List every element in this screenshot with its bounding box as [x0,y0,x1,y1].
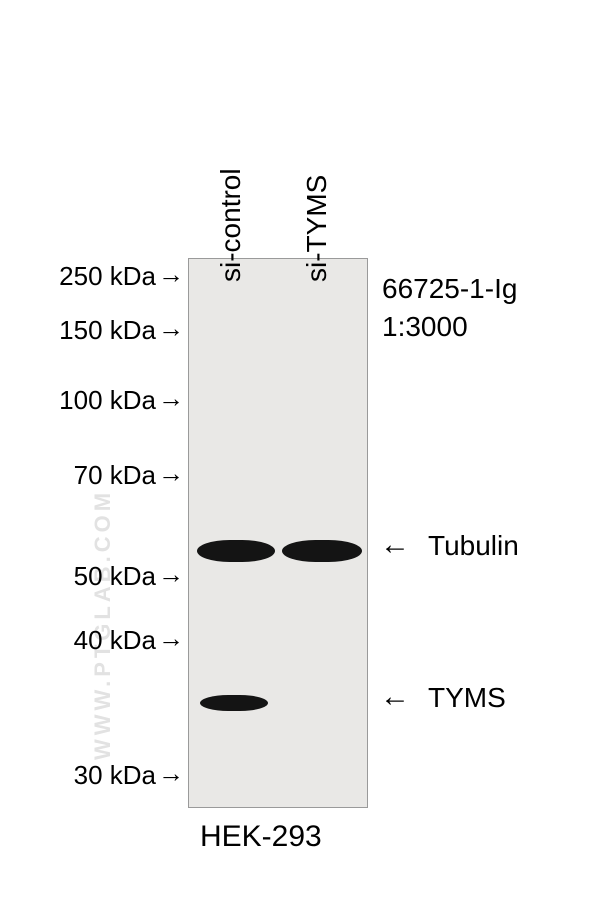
mw-marker-label: 70 kDa [74,460,156,491]
band-label: Tubulin [428,530,519,562]
cell-line-label: HEK-293 [200,820,322,854]
band-label: TYMS [428,682,506,714]
mw-marker-label: 250 kDa [59,261,156,292]
lane-label-0: si-control [215,168,247,282]
antibody-info: 66725-1-Ig 1:3000 [382,270,517,346]
mw-marker-label: 150 kDa [59,315,156,346]
lane-label-1: si-TYMS [301,175,333,282]
arrow-right-icon: → [158,623,184,654]
arrow-right-icon: → [158,313,184,344]
arrow-right-icon: → [158,758,184,789]
blot-band [282,540,362,562]
arrow-left-icon: ← [380,528,410,562]
mw-marker-label: 50 kDa [74,561,156,592]
blot-membrane [188,258,368,808]
blot-band [200,695,268,711]
blot-band [197,540,275,562]
antibody-catalog: 66725-1-Ig [382,270,517,308]
arrow-left-icon: ← [380,680,410,714]
arrow-right-icon: → [158,259,184,290]
mw-marker-label: 100 kDa [59,385,156,416]
figure-container: WWW.PTGLAB.COM si-control si-TYMS 250 kD… [0,0,590,903]
arrow-right-icon: → [158,559,184,590]
arrow-right-icon: → [158,458,184,489]
mw-marker-label: 40 kDa [74,625,156,656]
mw-marker-label: 30 kDa [74,760,156,791]
arrow-right-icon: → [158,383,184,414]
antibody-dilution: 1:3000 [382,308,517,346]
